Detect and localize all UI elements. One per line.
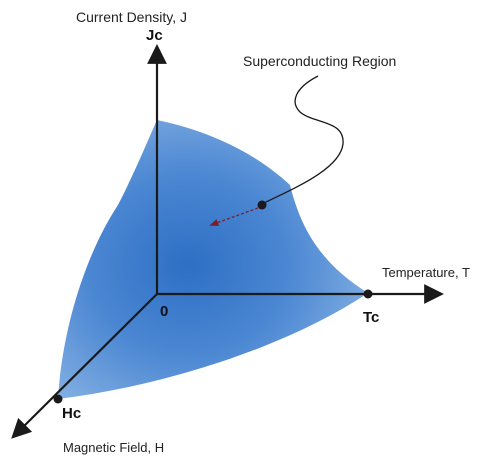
x-axis-title: Temperature, T (382, 265, 470, 280)
callout-leader-line (261, 75, 344, 205)
origin-label: 0 (160, 303, 168, 320)
z-axis-point-label: Hc (62, 405, 81, 422)
y-axis-point-label: Jc (146, 27, 163, 44)
z-axis-magnetic-field (11, 293, 158, 439)
z-axis-title: Magnetic Field, H (63, 440, 164, 455)
y-axis-title: Current Density, J (76, 9, 187, 25)
callout-dot (257, 200, 267, 210)
superconducting-region-surface (58, 120, 368, 399)
hc-point (53, 394, 63, 404)
region-label: Superconducting Region (243, 53, 396, 69)
tc-point (363, 289, 373, 299)
x-axis-point-label: Tc (363, 309, 379, 326)
callout-dashed-arrow (209, 207, 259, 226)
